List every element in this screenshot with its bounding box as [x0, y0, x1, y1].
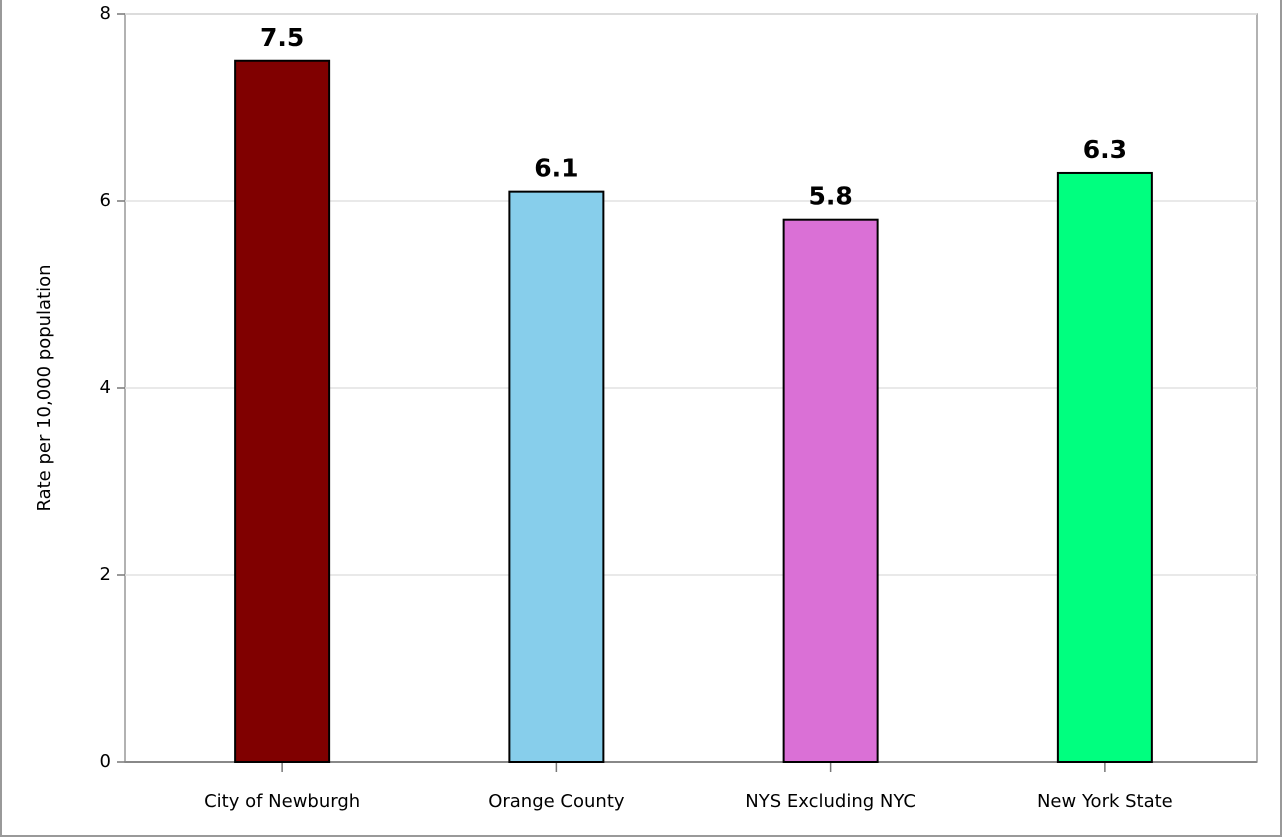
y-tick-label: 8 [100, 3, 111, 24]
x-tick-label: New York State [1037, 791, 1173, 812]
bar [508, 190, 605, 763]
value-label: 6.3 [1083, 135, 1127, 164]
x-tick-label: NYS Excluding NYC [745, 791, 916, 812]
y-axis-label: Rate per 10,000 population [34, 264, 55, 511]
value-label: 5.8 [808, 182, 852, 211]
bar [782, 218, 879, 763]
y-tick-label: 0 [100, 751, 111, 772]
x-tick-label: Orange County [488, 791, 625, 812]
y-tick-label: 4 [100, 377, 111, 398]
y-tick-label: 6 [100, 190, 111, 211]
y-tick-label: 2 [100, 564, 111, 585]
bar [234, 59, 331, 763]
x-tick-label: City of Newburgh [204, 791, 360, 812]
value-label: 7.5 [260, 23, 304, 52]
value-label: 6.1 [534, 154, 578, 183]
bar [1056, 171, 1153, 763]
